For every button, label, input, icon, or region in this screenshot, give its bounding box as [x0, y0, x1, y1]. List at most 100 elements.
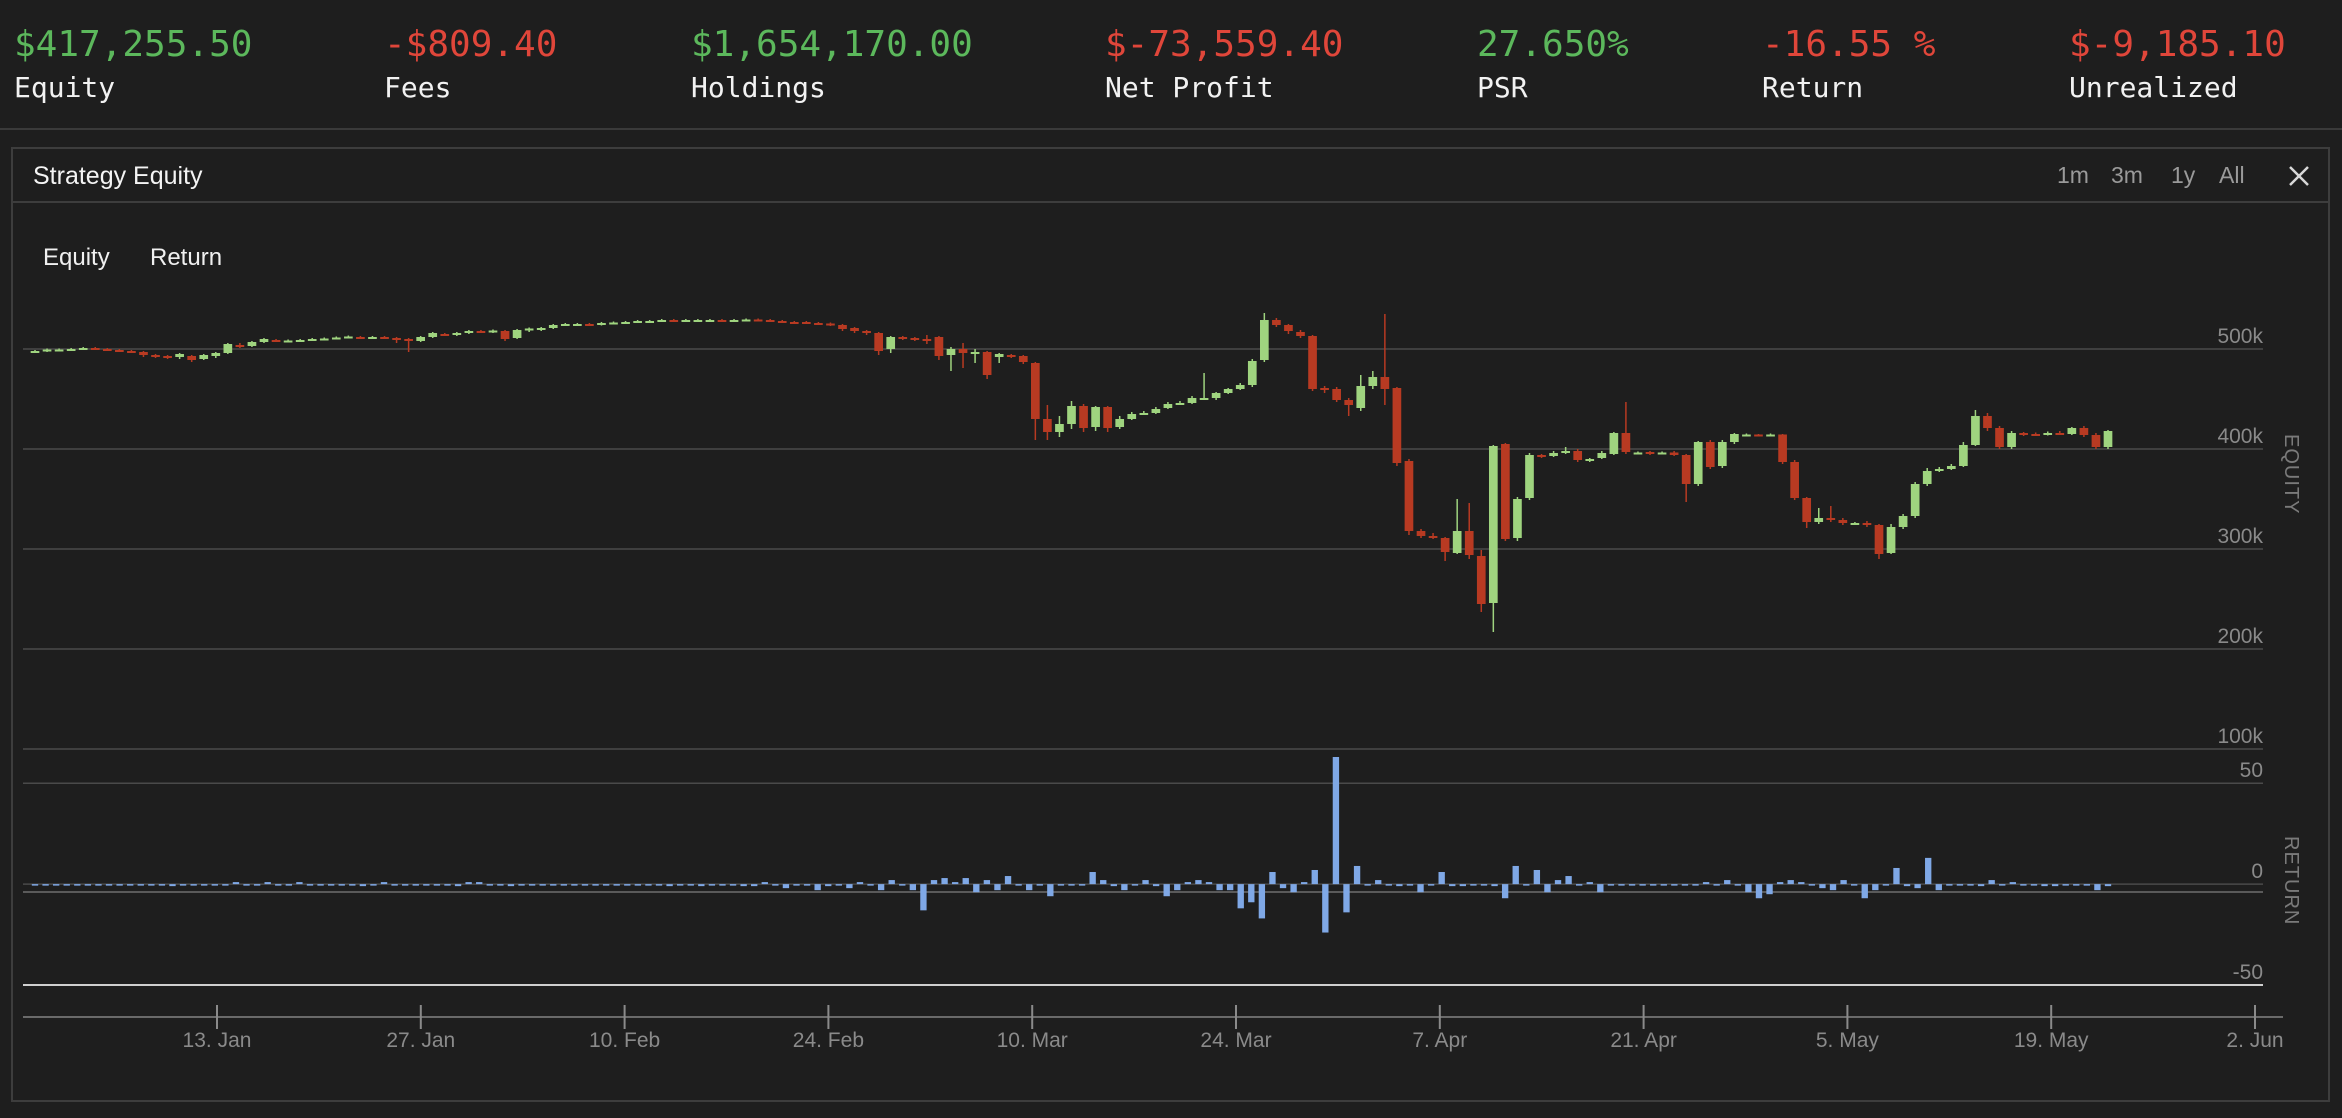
candle-body: [139, 352, 148, 355]
return-bar: [1798, 882, 1805, 885]
candle-body: [1031, 363, 1040, 419]
return-bar: [951, 882, 959, 885]
candle-body: [380, 337, 389, 339]
stat-psr: 27.650% PSR: [1477, 22, 1629, 108]
candle-body: [886, 337, 896, 349]
return-axis-title: RETURN: [2280, 836, 2302, 925]
candle-body: [1488, 446, 1498, 603]
return-bar: [275, 884, 282, 886]
candle-body: [814, 323, 823, 325]
candle-body: [1838, 520, 1848, 523]
candle-body: [1814, 518, 1824, 522]
candle-body: [428, 333, 438, 337]
candle-body: [1259, 320, 1269, 360]
return-bar: [2094, 884, 2101, 891]
legend-equity[interactable]: Equity: [43, 244, 110, 271]
equity-axis-title: EQUITY: [2280, 434, 2302, 514]
range-all-button[interactable]: All: [2219, 162, 2245, 188]
candle-body: [970, 352, 980, 354]
candle-body: [1247, 361, 1257, 385]
return-bar: [1776, 882, 1784, 885]
candle-body: [1621, 433, 1631, 452]
candle-body: [1561, 451, 1570, 453]
candle-body: [404, 339, 413, 341]
candle-body: [524, 328, 534, 331]
return-bar: [1142, 880, 1149, 885]
candle-body: [850, 328, 859, 331]
legend-return[interactable]: Return: [150, 244, 223, 271]
return-bar: [846, 884, 853, 889]
return-bar: [391, 884, 398, 886]
return-bar: [1301, 882, 1308, 885]
range-1y-button[interactable]: 1y: [2171, 162, 2196, 188]
return-bar: [338, 884, 345, 886]
candle-body: [1272, 320, 1281, 325]
candle-body: [1886, 527, 1896, 553]
candle-body: [1223, 389, 1233, 393]
return-bar: [1977, 884, 1985, 887]
candle-body: [1368, 377, 1378, 386]
return-bar: [1787, 880, 1794, 885]
return-bar: [867, 884, 874, 886]
return-bar: [634, 884, 642, 886]
return-bar: [1449, 884, 1456, 887]
candle-body: [90, 348, 100, 350]
range-1m-button[interactable]: 1m: [2057, 162, 2089, 188]
return-bar: [1660, 884, 1667, 886]
return-bar: [645, 884, 652, 886]
y-tick-label: 400k: [2217, 425, 2263, 448]
return-bar: [1628, 884, 1636, 886]
return-bar: [1290, 884, 1297, 893]
stat-value: -16.55 %: [1762, 24, 1936, 65]
return-bar: [920, 884, 927, 911]
candle-body: [1513, 499, 1522, 538]
candle-body: [1633, 452, 1643, 455]
return-bar: [137, 884, 144, 886]
close-icon[interactable]: [2284, 161, 2314, 191]
return-bar: [158, 884, 166, 886]
candle-body: [2103, 431, 2113, 447]
return-bar: [994, 884, 1001, 891]
candle-body: [789, 322, 799, 324]
candle-body: [946, 349, 956, 355]
candle-body: [669, 320, 679, 322]
return-bar: [1491, 884, 1498, 887]
candle-body: [1043, 419, 1052, 432]
candle-body: [1766, 434, 1775, 437]
candle-body: [1862, 523, 1872, 525]
return-bar: [962, 878, 969, 885]
candle-body: [115, 350, 124, 352]
return-bar: [1205, 882, 1213, 885]
candle-body: [1235, 385, 1245, 389]
candle-body: [729, 320, 739, 322]
return-bar: [941, 878, 948, 885]
return-bar: [550, 884, 557, 886]
return-bar: [1279, 884, 1287, 889]
candle-body: [1681, 455, 1691, 484]
candle-body: [741, 319, 751, 322]
return-bar: [1692, 884, 1699, 886]
candle-body: [1705, 442, 1715, 467]
candle-body: [259, 339, 269, 342]
return-bar: [761, 882, 768, 885]
candle-body: [1717, 442, 1727, 466]
candle-body: [1308, 336, 1317, 389]
candle-body: [717, 320, 727, 322]
range-3m-button[interactable]: 3m: [2111, 162, 2143, 188]
candle-body: [1669, 452, 1679, 455]
candle-body: [934, 337, 944, 356]
candle-body: [1428, 536, 1438, 538]
y-tick-label: 0: [2251, 860, 2263, 883]
return-bar: [201, 884, 208, 886]
candle-body: [163, 356, 172, 358]
candle-body: [777, 321, 787, 323]
return-bar: [1956, 884, 1964, 886]
candle-body: [1501, 444, 1510, 539]
x-tick-label: 10. Feb: [589, 1029, 660, 1052]
return-bar: [708, 884, 716, 886]
stat-label: PSR: [1477, 71, 1528, 104]
return-bar: [1121, 884, 1128, 891]
return-bar: [1999, 884, 2006, 886]
candle-body: [500, 331, 510, 339]
return-bar: [1597, 884, 1604, 893]
